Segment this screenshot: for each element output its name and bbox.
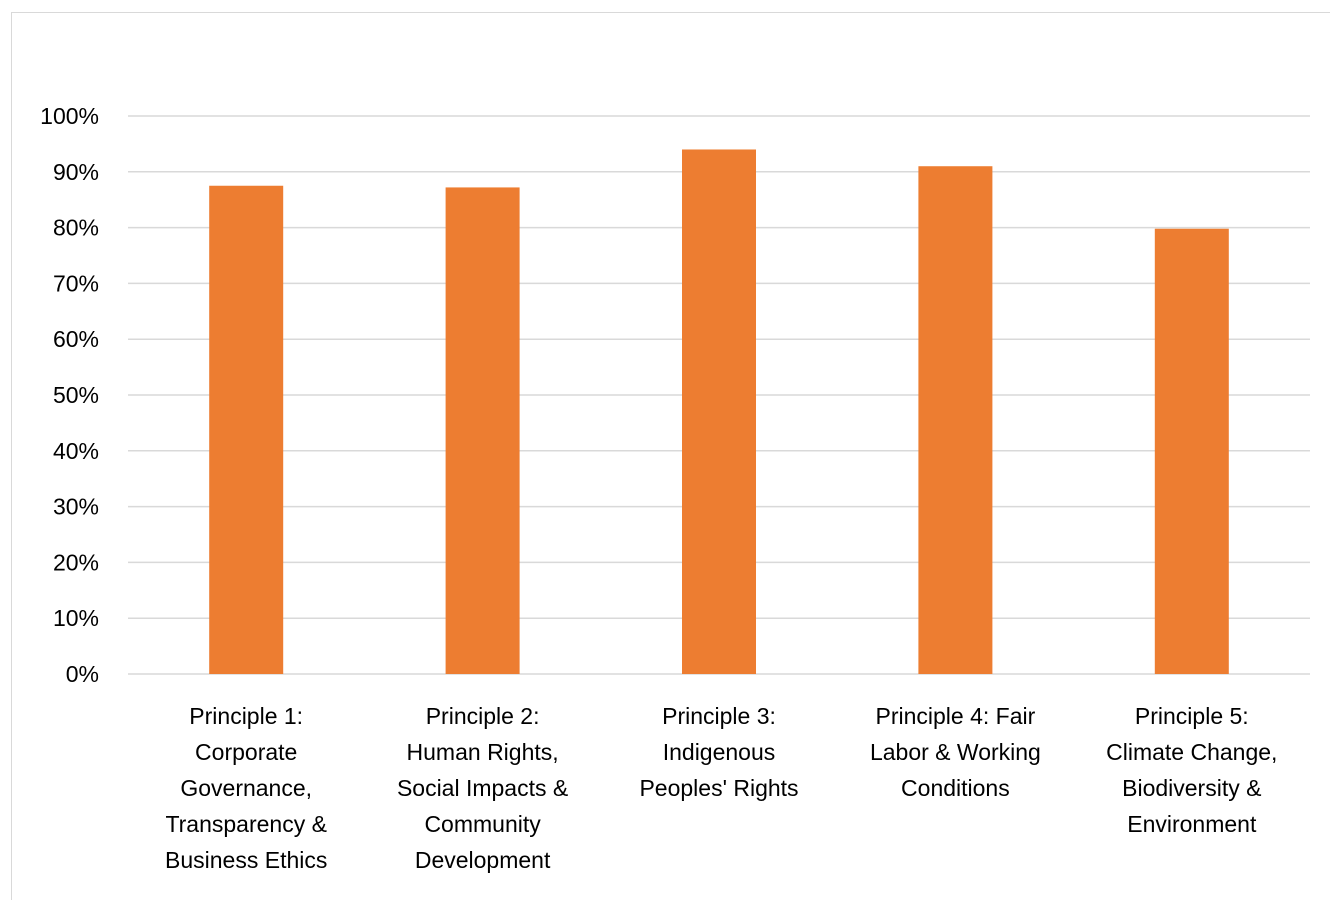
category-label: Transparency & [165, 811, 327, 837]
category-label: Human Rights, [407, 739, 559, 765]
category-label: Environment [1127, 811, 1257, 837]
category-label: Business Ethics [165, 847, 327, 873]
y-tick-label: 100% [40, 103, 99, 129]
category-label: Peoples' Rights [639, 775, 798, 801]
category-label: Community [424, 811, 541, 837]
y-tick-label: 80% [53, 215, 99, 241]
category-label: Principle 3: [662, 703, 776, 729]
y-tick-label: 0% [66, 661, 99, 687]
category-label: Conditions [901, 775, 1010, 801]
y-tick-label: 70% [53, 270, 99, 296]
y-tick-label: 90% [53, 159, 99, 185]
bar [209, 185, 284, 674]
category-label: Development [415, 847, 551, 873]
bar [1154, 228, 1229, 674]
y-tick-label: 60% [53, 326, 99, 352]
bar [445, 187, 520, 674]
category-label: Principle 1: [189, 703, 303, 729]
y-tick-label: 30% [53, 494, 99, 520]
category-label: Governance, [180, 775, 312, 801]
chart-area [11, 12, 1330, 900]
y-tick-label: 10% [53, 605, 99, 631]
y-tick-label: 20% [53, 549, 99, 575]
y-tick-label: 40% [53, 438, 99, 464]
bar [682, 149, 756, 675]
y-tick-label: 50% [53, 382, 99, 408]
category-label: Corporate [195, 739, 297, 765]
category-label: Biodiversity & [1122, 775, 1261, 801]
category-label: Labor & Working [870, 739, 1041, 765]
category-label: Principle 4: Fair [876, 703, 1036, 729]
category-label: Social Impacts & [397, 775, 568, 801]
category-label: Indigenous [663, 739, 776, 765]
category-label: Principle 5: [1135, 703, 1249, 729]
category-label: Climate Change, [1106, 739, 1277, 765]
bar [918, 166, 993, 674]
category-label: Principle 2: [426, 703, 540, 729]
